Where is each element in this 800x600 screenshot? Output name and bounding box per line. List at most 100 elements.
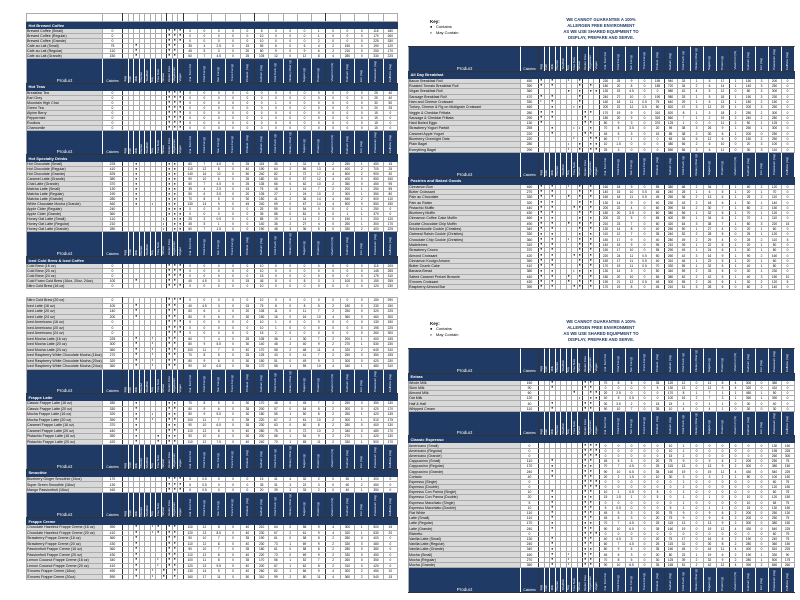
calories-column-header: Calories bbox=[520, 566, 539, 593]
allergen-column-label: Shellfish bbox=[144, 380, 149, 393]
calories-cell: 290 bbox=[520, 146, 539, 153]
nutrition-column-header: Cholest. (mg) bbox=[650, 46, 665, 72]
nutrition-column-label: Dietary Fiber (g) bbox=[287, 446, 292, 468]
nutrition-value-cell: 310 bbox=[253, 573, 270, 580]
nutrition-column-label: Cal. from Fat bbox=[602, 52, 607, 70]
nutrition-column-header: Dietary Fiber (g) bbox=[689, 348, 704, 374]
nutrition-column-header: Vitamin D (%) bbox=[728, 151, 743, 178]
allergen-column-label: Soy bbox=[150, 387, 155, 393]
nutrition-column-header: Dietary Fiber (g) bbox=[282, 129, 298, 156]
diet-column-label: Vegetarian bbox=[172, 501, 177, 517]
nutrition-column-header: Dietary Fiber (g) bbox=[282, 444, 298, 470]
nutrition-column-label: Protein (g) bbox=[316, 139, 321, 154]
nutrition-column-header: Total Carb. (g) bbox=[676, 151, 691, 178]
nutrition-column-header: Trans Fat (g) bbox=[225, 368, 241, 395]
nutrition-value-cell: 0 bbox=[225, 283, 241, 290]
nutrition-column-label: Protein (g) bbox=[719, 576, 724, 591]
nutrition-column-header: Total Fat (g) bbox=[611, 348, 626, 374]
nutrition-column-label: Protein (g) bbox=[719, 357, 724, 372]
allergen-dot-cell bbox=[122, 226, 129, 233]
diet-column-label: Vegan bbox=[177, 459, 182, 468]
nutrition-column-label: Cal. from Fat bbox=[187, 136, 192, 154]
nutrition-column-header: Trans Fat (g) bbox=[225, 231, 241, 258]
nutrition-column-header: Calcium (mg) bbox=[339, 129, 356, 156]
calories-column-header: Calories bbox=[520, 410, 539, 437]
nutrition-column-header: Vitamin D (%) bbox=[325, 129, 341, 156]
nutrition-column-label: Potassium (mg) bbox=[373, 371, 378, 393]
diet-column-label: Vegan bbox=[177, 383, 182, 393]
stub-cell bbox=[26, 13, 103, 22]
nutrition-column-header: Vitamin D (%) bbox=[325, 368, 341, 395]
nutrition-column-header: Iron (mg) bbox=[754, 151, 769, 178]
nutrition-column-header: Protein (g) bbox=[715, 566, 730, 593]
stub-cell bbox=[354, 13, 370, 22]
nutrition-column-label: Cholest. (mg) bbox=[654, 572, 659, 591]
nutrition-column-header: Sodium (mg) bbox=[253, 58, 270, 84]
nutrition-column-label: Trans Fat (g) bbox=[641, 158, 646, 176]
table-row: Chamomile 0 ● ● ● 0 0 0 0 0 0 0 0 0 0 0 0 0 15 0 bbox=[26, 124, 399, 131]
nutrition-column-label: Sat. Fat (g) bbox=[628, 54, 633, 70]
nutrition-column-header: Trans Fat (g) bbox=[637, 348, 652, 374]
nutrition-column-header: Calcium (mg) bbox=[741, 566, 756, 593]
nutrition-column-label: Sodium (mg) bbox=[667, 158, 672, 176]
section-title-row: Frappe Creme bbox=[26, 517, 398, 526]
section-title-row: All Day Breakfast bbox=[408, 70, 795, 79]
calories-cell: 150 bbox=[102, 53, 123, 59]
product-column-header: Product bbox=[26, 492, 103, 519]
nutrition-column-label: Trans Fat (g) bbox=[641, 417, 646, 435]
allergen-column-label: Soy bbox=[566, 366, 571, 372]
product-cell: Raspberry Almond Bar bbox=[408, 284, 521, 291]
nutrition-column-header: Cholest. (mg) bbox=[239, 368, 255, 395]
nutrition-column-label: Potassium (mg) bbox=[771, 48, 776, 70]
nutrition-column-header: Trans Fat (g) bbox=[637, 151, 652, 178]
nutrition-column-label: Total Fat (g) bbox=[615, 53, 620, 70]
nutrition-column-header: Calcium (mg) bbox=[741, 46, 756, 72]
allergen-column-label: Fish bbox=[544, 366, 549, 372]
nutrition-column-header: Potassium (mg) bbox=[368, 368, 384, 395]
nutrition-column-label: Sugars (g) bbox=[301, 502, 306, 517]
nutrition-column-header: Dietary Fiber (g) bbox=[282, 58, 298, 84]
nutrition-column-label: Total Fat (g) bbox=[201, 376, 206, 393]
nutrition-column-header: Total Carb. (g) bbox=[268, 492, 284, 519]
table-row: Earl Grey 0 ● ● ● 0 0 0 0 0 0 0 0 0 0 0 0 0 25 40 bbox=[26, 94, 399, 101]
column-header-row: Product Calories Egg Fish Milk Peanut Shellfis… bbox=[26, 231, 399, 258]
nutrition-column-label: Iron (mg) bbox=[758, 57, 763, 70]
nutrition-column-label: Vitamin D (%) bbox=[732, 353, 737, 372]
nutrition-column-header: Cal. from Fat bbox=[598, 348, 613, 374]
nutrition-column-header: Sat. Fat (g) bbox=[211, 58, 227, 84]
breakfast-pastries-table: Product Calories Egg Fish Milk Peanut Shellfis… bbox=[408, 46, 795, 291]
nutrition-column-header: Cholest. (mg) bbox=[239, 58, 255, 84]
diet-column-label: Gluten Free bbox=[166, 137, 171, 154]
page-extras-espresso: Key: ● Contains ◐ May Contain WE CANNOT GU… bbox=[408, 314, 795, 593]
nutrition-column-header: Potassium (mg) bbox=[767, 410, 782, 437]
nutrition-column-label: Total Fat (g) bbox=[615, 574, 620, 591]
allergen-column-label: Fish bbox=[544, 428, 549, 435]
nutrition-column-label: Vitamin D (%) bbox=[330, 497, 335, 517]
nutrition-column-header: Calcium (mg) bbox=[741, 151, 756, 178]
key-contains-label: Contains bbox=[436, 24, 452, 29]
nutrition-column-label: Sat. Fat (g) bbox=[628, 356, 633, 372]
allergen-column-label: Tree Nuts bbox=[155, 379, 160, 393]
product-cell: Nitro Cold Brew (16 oz) bbox=[26, 283, 103, 290]
table-row: Cafe au Lait (Grande) 150 ● ● ● 60 7 4.5 0 25 105 1… bbox=[26, 53, 399, 59]
disclaimer-line: ALLERGEN FREE ENVIRONMENT bbox=[567, 23, 635, 29]
allergen-column-label: Wheat bbox=[577, 166, 582, 176]
nutrition-column-label: Cal. from Fat bbox=[187, 237, 192, 256]
nutrition-column-label: Sodium (mg) bbox=[258, 237, 263, 256]
nutrition-column-label: Sodium (mg) bbox=[258, 136, 263, 154]
nutrition-column-label: Protein (g) bbox=[316, 502, 321, 517]
allergen-column-label: Tree Nuts bbox=[155, 68, 160, 82]
nutrition-column-label: Sugars (g) bbox=[301, 139, 306, 154]
disclaimer-line: WE CANNOT GUARANTEE A 100% bbox=[566, 17, 636, 22]
nutrition-column-header: Cholest. (mg) bbox=[650, 151, 665, 178]
nutrition-column-label: Dietary Fiber (g) bbox=[693, 153, 698, 176]
nutrition-column-header: Sugars (g) bbox=[296, 368, 313, 395]
nutrition-column-header: Trans Fat (g) bbox=[637, 566, 652, 593]
nutrition-column-label: Total Carb. (g) bbox=[273, 373, 278, 393]
section-title: Pastries and Baked Goods bbox=[408, 176, 795, 185]
nutrition-value-cell: 0 bbox=[311, 283, 327, 290]
nutrition-column-label: Vitamin D (%) bbox=[330, 373, 335, 393]
nutrition-column-header: Cholest. (mg) bbox=[650, 348, 665, 374]
nutrition-column-header: Iron (mg) bbox=[354, 368, 370, 395]
nutrition-value-cell: 0 bbox=[239, 226, 255, 233]
